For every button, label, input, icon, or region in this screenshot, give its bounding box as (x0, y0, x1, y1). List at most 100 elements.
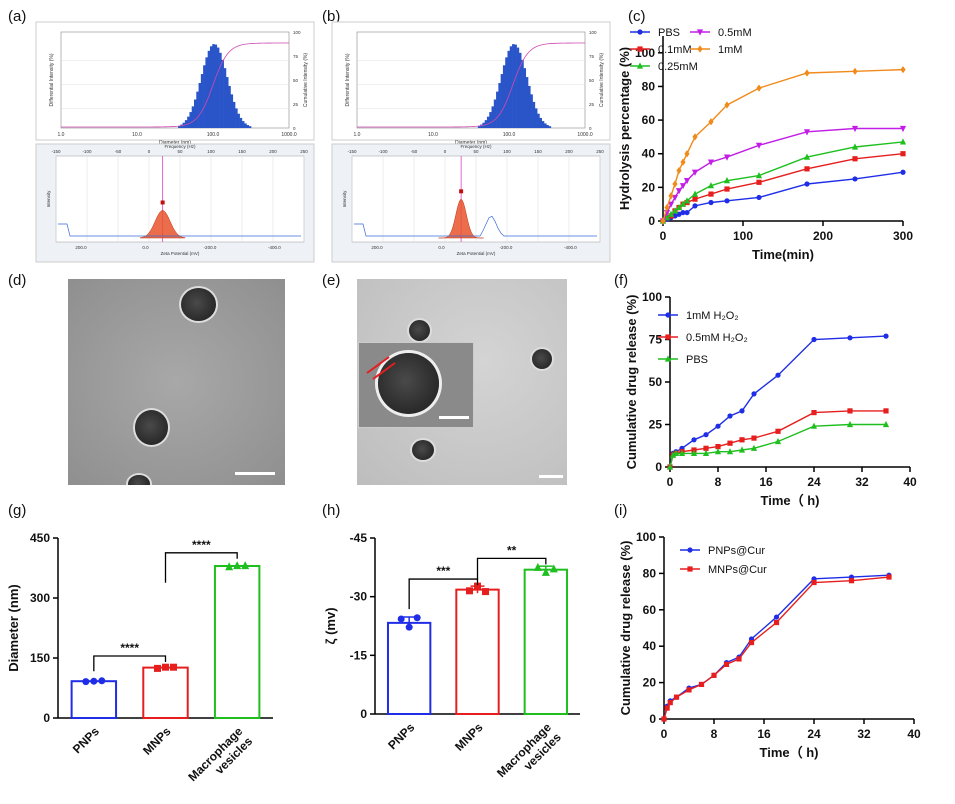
x-tick-label: 24 (807, 475, 821, 489)
histogram-bar (209, 46, 213, 128)
y-tick-label: 80 (643, 566, 657, 580)
data-point (672, 213, 678, 219)
significance-label: **** (192, 538, 211, 552)
data-point (803, 129, 811, 136)
category-label: Macrophagevesicles (185, 724, 255, 794)
legend-label: PBS (658, 27, 680, 39)
data-point (739, 408, 745, 414)
cumulative-curve (357, 42, 586, 128)
x-axis-title: Diameter (nm) (159, 140, 191, 146)
data-point (413, 614, 421, 622)
histogram-bar (200, 74, 204, 128)
data-point (549, 564, 558, 573)
zeta-baseline (58, 223, 301, 237)
data-point (852, 176, 858, 182)
y-tick-label: 450 (30, 531, 50, 545)
right-tick-label: 100 (293, 30, 301, 35)
data-point (702, 449, 710, 456)
data-point (847, 335, 853, 341)
data-point (665, 334, 671, 340)
data-point (708, 118, 714, 126)
category-label: MNPs (452, 720, 486, 754)
histogram-bar (241, 121, 245, 128)
x-tick-label: 300 (893, 229, 913, 243)
data-point (683, 178, 691, 185)
x-axis-title: Time（ h) (760, 745, 819, 760)
data-point (637, 46, 643, 52)
data-point (774, 437, 782, 445)
zeta-y-title: Intensity (342, 190, 347, 208)
x-tick-label: 1000.0 (577, 132, 593, 138)
data-point (676, 166, 682, 175)
histogram-bar (228, 85, 231, 128)
histogram-bar (537, 113, 540, 128)
data-point (811, 336, 817, 343)
data-point (154, 664, 161, 672)
histogram-bar (219, 52, 222, 128)
data-point (755, 171, 763, 179)
histogram-bar (180, 124, 183, 128)
data-point (233, 561, 242, 570)
zeta-bottom-tick: 200.0 (75, 245, 87, 250)
data-point (736, 656, 742, 662)
data-point (692, 196, 698, 202)
right-tick-label: 50 (293, 78, 299, 83)
histogram-bar (178, 125, 181, 128)
zeta-bottom-tick: 200.0 (371, 245, 383, 250)
histogram-bar (214, 44, 218, 128)
data-point (668, 192, 674, 200)
zeta-top-tick: -150 (51, 149, 61, 154)
data-point (671, 207, 679, 214)
histogram-bar (235, 108, 238, 128)
data-point (661, 716, 667, 722)
data-point (533, 562, 542, 571)
data-point (846, 420, 854, 428)
histogram-bar (500, 74, 504, 128)
data-point (748, 639, 755, 646)
legend-label: 0.1mM (658, 44, 692, 56)
zeta-top-tick: -50 (411, 149, 418, 154)
panel-label-c: (c) (628, 8, 646, 25)
x-tick-label: 1.0 (58, 132, 65, 138)
y-tick-label: -45 (350, 531, 368, 545)
data-point (711, 672, 717, 678)
y-tick-label: 80 (642, 79, 656, 93)
histogram-bar (489, 112, 492, 128)
x-tick-label: 8 (711, 727, 718, 741)
y-axis-title-right: Cumulative Intensity (%) (599, 53, 605, 108)
x-tick-label: 0 (660, 229, 667, 243)
data-point (715, 423, 721, 429)
significance-bracket (93, 655, 167, 672)
data-point (723, 177, 731, 184)
data-point (703, 445, 709, 451)
right-tick-label: 0 (293, 126, 296, 131)
y-tick-label: 40 (643, 639, 657, 653)
data-point (703, 432, 709, 438)
data-point (899, 138, 907, 145)
histogram-bar (512, 44, 515, 128)
x-axis-title: Time（ h) (761, 493, 820, 508)
tem-image-e (357, 279, 567, 485)
series-line (662, 171, 904, 222)
histogram-bar (532, 101, 536, 128)
data-point (691, 437, 697, 443)
zeta-top-tick: 0 (148, 149, 151, 154)
diameter-bar-chart: 0 150 300 450 Diameter (nm) PNPs MNPs Macrophag… (6, 531, 273, 794)
x-tick-label: 16 (759, 475, 773, 489)
y-tick-label: 0 (655, 460, 662, 474)
x-tick-label: 32 (857, 727, 871, 741)
x-axis-title: Diameter (nm) (455, 140, 487, 146)
y-tick-label: 100 (636, 530, 656, 544)
significance-label: ** (507, 543, 517, 557)
bar (213, 565, 261, 719)
size-plot-area (60, 31, 290, 129)
histogram-bar (191, 106, 195, 128)
histogram-bar (244, 123, 247, 128)
y-tick-label: 50 (649, 375, 663, 389)
histogram-bar (189, 112, 193, 128)
y-tick-label: 0 (43, 711, 50, 725)
data-point (397, 615, 405, 623)
data-point (684, 209, 690, 216)
